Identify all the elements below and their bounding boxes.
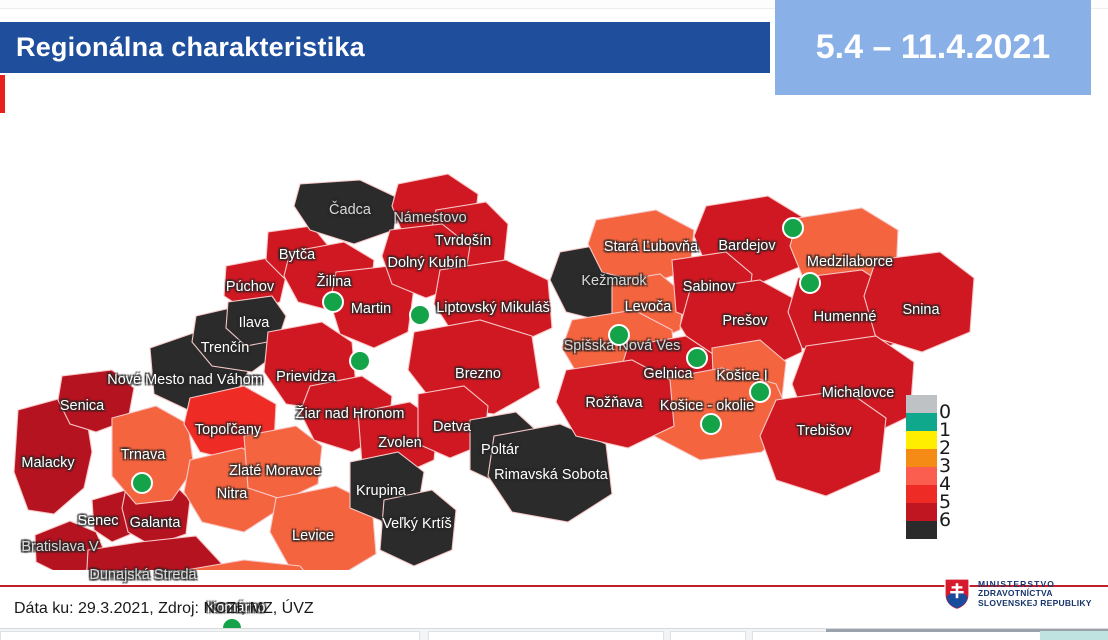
chrome-segment-1 [0, 631, 420, 640]
legend-label-6: 6 [939, 509, 952, 531]
legend-label-0: 0 [939, 401, 952, 423]
footer-divider [0, 585, 1108, 587]
slovak-coat-of-arms-icon [944, 578, 970, 610]
marker-spisska[interactable] [608, 324, 630, 346]
page-title: Regionálna charakteristika [16, 32, 365, 62]
marker-medzilaborce[interactable] [799, 272, 821, 294]
marker-prievidza[interactable] [349, 350, 371, 372]
district-region[interactable] [587, 209, 695, 285]
map-svg [13, 173, 975, 570]
legend-swatch-4 [906, 467, 937, 485]
marker-trnava[interactable] [131, 472, 153, 494]
horizontal-scrollbar[interactable] [826, 629, 1108, 632]
district-region[interactable] [379, 489, 457, 567]
legend-swatch-1 [906, 413, 937, 431]
district-region[interactable] [863, 251, 975, 353]
logo-line-3: SLOVENSKEJ REPUBLIKY [978, 597, 1092, 608]
legend-label-5: 5 [939, 491, 952, 513]
marker-martin[interactable] [409, 304, 431, 326]
legend-swatch-3 [906, 449, 937, 467]
ministry-logo: MINISTERSTVO ZDRAVOTNÍCTVA SLOVENSKEJ RE… [944, 574, 1096, 614]
district-region[interactable] [555, 359, 675, 449]
chrome-segment-3 [670, 631, 746, 640]
district-region[interactable] [86, 535, 223, 570]
slide-title-bar: Regionálna charakteristika [0, 22, 770, 73]
legend-swatch-6 [906, 503, 937, 521]
district-region[interactable] [180, 559, 322, 570]
logo-line-2: ZDRAVOTNÍCTVA [978, 588, 1053, 599]
legend-swatch-5 [906, 485, 937, 503]
legend-label-4: 4 [939, 473, 952, 495]
chrome-segment-teal [1040, 631, 1108, 640]
marker-gelnica[interactable] [686, 347, 708, 369]
marker-kosice-okolie[interactable] [700, 413, 722, 435]
red-accent-bar [0, 75, 5, 113]
legend-swatch-2 [906, 431, 937, 449]
district-region[interactable] [243, 425, 323, 501]
data-source-note: Dáta ku: 29.3.2021, Zdroj: NCZI, MZ, ÚVZ [14, 600, 314, 617]
marker-bardejov[interactable] [782, 217, 804, 239]
legend-label-2: 2 [939, 437, 952, 459]
district-region[interactable] [759, 389, 887, 497]
legend-label-3: 3 [939, 455, 952, 477]
district-region[interactable] [487, 423, 613, 523]
chrome-segment-2 [428, 631, 664, 640]
date-range-label: 5.4 – 11.4.2021 [815, 28, 1051, 66]
slide-top-strip [0, 0, 1108, 9]
legend-swatch-column [906, 395, 937, 539]
legend-label-1: 1 [939, 419, 952, 441]
window-chrome-strip [0, 628, 1108, 640]
date-range-badge: 5.4 – 11.4.2021 [775, 0, 1091, 95]
ministry-logo-text: MINISTERSTVO ZDRAVOTNÍCTVA SLOVENSKEJ RE… [978, 578, 1092, 609]
district-polygons [13, 173, 975, 570]
logo-line-1: MINISTERSTVO [978, 578, 1055, 589]
legend-swatch-7 [906, 521, 937, 539]
marker-kosice[interactable] [749, 381, 771, 403]
legend-swatch-0 [906, 395, 937, 413]
marker-zilina[interactable] [322, 291, 344, 313]
district-region[interactable] [111, 405, 195, 505]
district-region[interactable] [293, 179, 399, 245]
